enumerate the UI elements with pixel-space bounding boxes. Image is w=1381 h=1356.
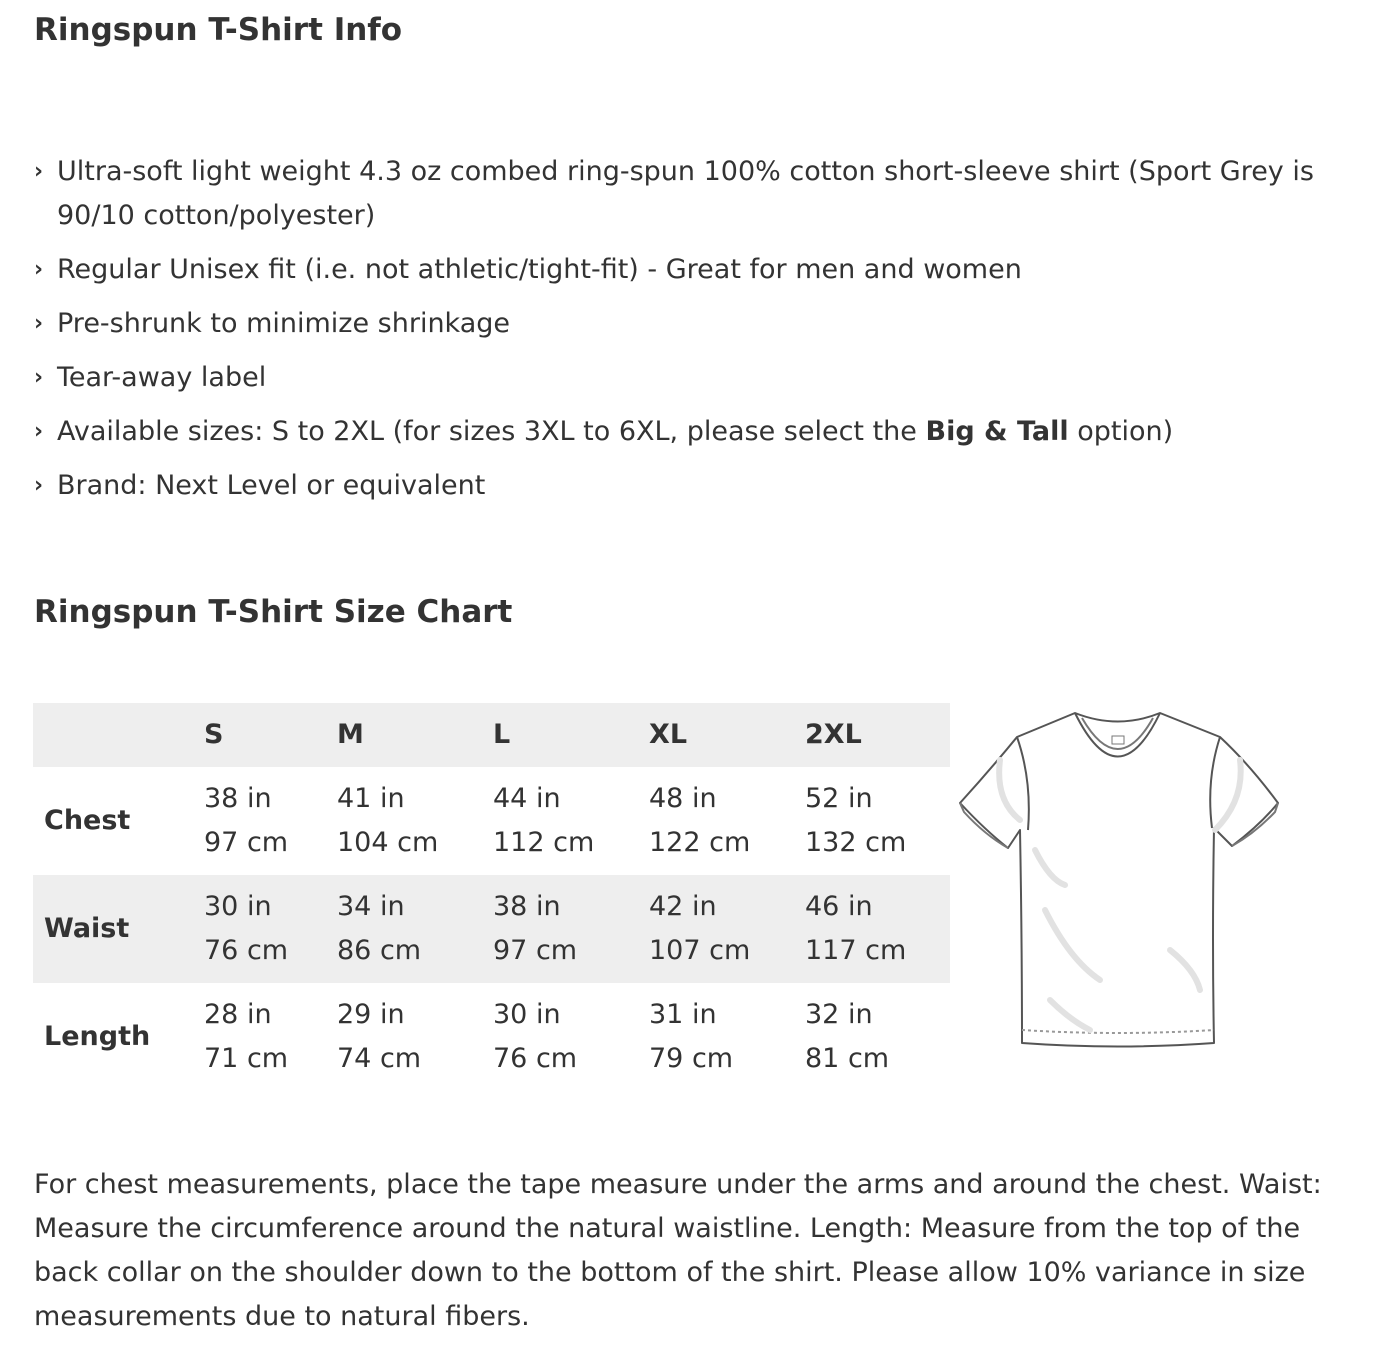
inches-value: 30 in — [493, 999, 561, 1030]
table-row: Chest 38 in 97 cm 41 in 104 cm 44 in 112 cm 48 … — [33, 767, 950, 875]
item-text: Tear-away label — [57, 362, 267, 393]
measurement-cell: 29 in 74 cm — [337, 983, 493, 1091]
item-text: Pre-shrunk to minimize shrinkage — [57, 308, 511, 339]
inches-value: 38 in — [204, 783, 272, 814]
size-header: L — [493, 719, 511, 750]
measurement-cell: 41 in 104 cm — [337, 767, 493, 875]
size-header: M — [337, 719, 364, 750]
cm-value: 86 cm — [337, 935, 422, 966]
table-row: Waist 30 in 76 cm 34 in 86 cm 38 in 97 cm 42 in… — [33, 875, 950, 983]
item-text: Brand: Next Level or equivalent — [57, 470, 486, 501]
cm-value: 122 cm — [649, 827, 751, 858]
cm-value: 79 cm — [649, 1043, 734, 1074]
size-header: 2XL — [805, 719, 862, 750]
inches-value: 31 in — [649, 999, 717, 1030]
measurement-cell: 32 in 81 cm — [805, 983, 950, 1091]
inches-value: 44 in — [493, 783, 561, 814]
item-text: option) — [1068, 416, 1174, 447]
header-row: S M L XL 2XL — [33, 703, 950, 767]
inches-value: 41 in — [337, 783, 405, 814]
cm-value: 112 cm — [493, 827, 595, 858]
item-text: Available sizes: S to 2XL (for sizes 3XL… — [57, 416, 926, 447]
cm-value: 74 cm — [337, 1043, 422, 1074]
chevron-right-icon: › — [34, 365, 44, 390]
chevron-right-icon: › — [34, 311, 44, 336]
cm-value: 107 cm — [649, 935, 751, 966]
measurement-cell: 44 in 112 cm — [493, 767, 649, 875]
measurement-cell: 31 in 79 cm — [649, 983, 805, 1091]
chevron-right-icon: › — [34, 473, 44, 498]
measurement-cell: 48 in 122 cm — [649, 767, 805, 875]
inches-value: 48 in — [649, 783, 717, 814]
row-label: Length — [44, 1021, 151, 1052]
size-header: S — [204, 719, 224, 750]
inches-value: 52 in — [805, 783, 873, 814]
inches-value: 32 in — [805, 999, 873, 1030]
cm-value: 81 cm — [805, 1043, 890, 1074]
size-chart-title: Ringspun T-Shirt Size Chart — [34, 594, 513, 630]
measurement-cell: 46 in 117 cm — [805, 875, 950, 983]
size-header: XL — [649, 719, 688, 750]
row-label: Waist — [44, 913, 130, 944]
t-shirt-illustration — [959, 712, 1279, 1048]
inches-value: 42 in — [649, 891, 717, 922]
inches-value: 38 in — [493, 891, 561, 922]
size-chart-table: S M L XL 2XL Chest 38 in 97 cm 41 in 104 cm 4… — [33, 703, 950, 1091]
list-item: › Brand: Next Level or equivalent — [34, 464, 1364, 508]
measurement-cell: 34 in 86 cm — [337, 875, 493, 983]
list-item: › Pre-shrunk to minimize shrinkage — [34, 302, 1364, 346]
inches-value: 30 in — [204, 891, 272, 922]
inches-value: 46 in — [805, 891, 873, 922]
row-label: Chest — [44, 805, 131, 836]
cm-value: 71 cm — [204, 1043, 289, 1074]
measurement-cell: 28 in 71 cm — [204, 983, 337, 1091]
table-row: Length 28 in 71 cm 29 in 74 cm 30 in 76 cm 31 i… — [33, 983, 950, 1091]
inches-value: 29 in — [337, 999, 405, 1030]
list-item: › Ultra-soft light weight 4.3 oz combed r… — [34, 150, 1364, 238]
cm-value: 104 cm — [337, 827, 439, 858]
cm-value: 76 cm — [493, 1043, 578, 1074]
measurement-cell: 38 in 97 cm — [493, 875, 649, 983]
inches-value: 28 in — [204, 999, 272, 1030]
inches-value: 34 in — [337, 891, 405, 922]
info-list: › Ultra-soft light weight 4.3 oz combed r… — [34, 150, 1364, 518]
measurement-cell: 38 in 97 cm — [204, 767, 337, 875]
chevron-right-icon: › — [34, 257, 44, 282]
measurement-cell: 30 in 76 cm — [493, 983, 649, 1091]
list-item: › Available sizes: S to 2XL (for sizes 3X… — [34, 410, 1364, 454]
cm-value: 76 cm — [204, 935, 289, 966]
list-item: › Tear-away label — [34, 356, 1364, 400]
big-tall-emphasis: Big & Tall — [925, 416, 1069, 447]
measurement-cell: 30 in 76 cm — [204, 875, 337, 983]
measurement-cell: 52 in 132 cm — [805, 767, 950, 875]
cm-value: 97 cm — [493, 935, 578, 966]
chevron-right-icon: › — [34, 419, 44, 444]
cm-value: 132 cm — [805, 827, 907, 858]
corner-cell — [33, 703, 204, 767]
list-item: › Regular Unisex fit (i.e. not athletic/t… — [34, 248, 1364, 292]
chevron-right-icon: › — [34, 159, 44, 184]
measurement-cell: 42 in 107 cm — [649, 875, 805, 983]
measurement-note: For chest measurements, place the tape m… — [34, 1169, 1322, 1332]
item-text: Ultra-soft light weight 4.3 oz combed ri… — [57, 156, 1314, 231]
cm-value: 117 cm — [805, 935, 907, 966]
item-text: Regular Unisex fit (i.e. not athletic/ti… — [57, 254, 1022, 285]
cm-value: 97 cm — [204, 827, 289, 858]
info-title: Ringspun T-Shirt Info — [34, 12, 403, 48]
